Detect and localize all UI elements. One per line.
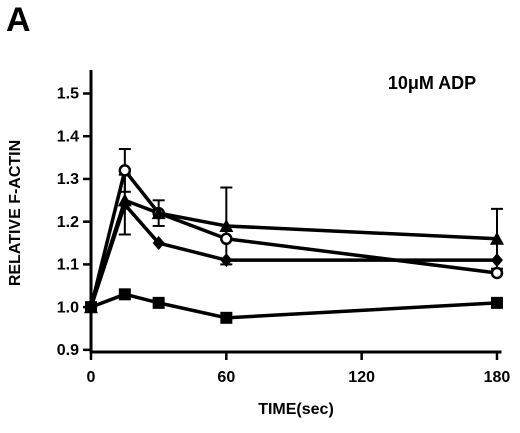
marker bbox=[220, 232, 233, 246]
y-tick-label: 1.3 bbox=[57, 171, 79, 188]
x-tick-label: 120 bbox=[348, 369, 375, 386]
y-tick-label: 1.0 bbox=[57, 299, 79, 316]
marker bbox=[219, 218, 234, 232]
y-tick-label: 1.5 bbox=[57, 86, 79, 103]
x-tick-label: 0 bbox=[87, 369, 96, 386]
marker bbox=[220, 253, 233, 268]
y-tick-label: 0.9 bbox=[57, 342, 79, 359]
x-axis-title: TIME(sec) bbox=[258, 401, 334, 418]
series-line bbox=[89, 202, 497, 308]
panel-label: A bbox=[6, 1, 31, 39]
marker bbox=[152, 236, 165, 251]
series-line bbox=[90, 292, 498, 320]
y-tick-label: 1.2 bbox=[57, 214, 79, 231]
marker bbox=[85, 300, 97, 315]
x-tick-label: 180 bbox=[484, 369, 511, 386]
marker bbox=[118, 197, 131, 212]
x-tick-label: 60 bbox=[217, 369, 235, 386]
marker bbox=[490, 253, 503, 268]
marker bbox=[490, 296, 503, 309]
marker bbox=[118, 288, 131, 301]
y-tick-label: 1.4 bbox=[57, 128, 79, 145]
y-axis-title: RELATIVE F-ACTIN bbox=[7, 140, 24, 286]
series-line bbox=[89, 198, 498, 308]
marker bbox=[151, 206, 166, 220]
marker bbox=[490, 266, 504, 280]
series-line bbox=[89, 168, 498, 308]
marker bbox=[489, 231, 504, 245]
marker bbox=[220, 311, 233, 324]
y-tick-label: 1.1 bbox=[57, 257, 79, 274]
annotation: 10μM ADP bbox=[388, 73, 476, 93]
marker bbox=[118, 164, 132, 177]
marker bbox=[152, 296, 165, 309]
